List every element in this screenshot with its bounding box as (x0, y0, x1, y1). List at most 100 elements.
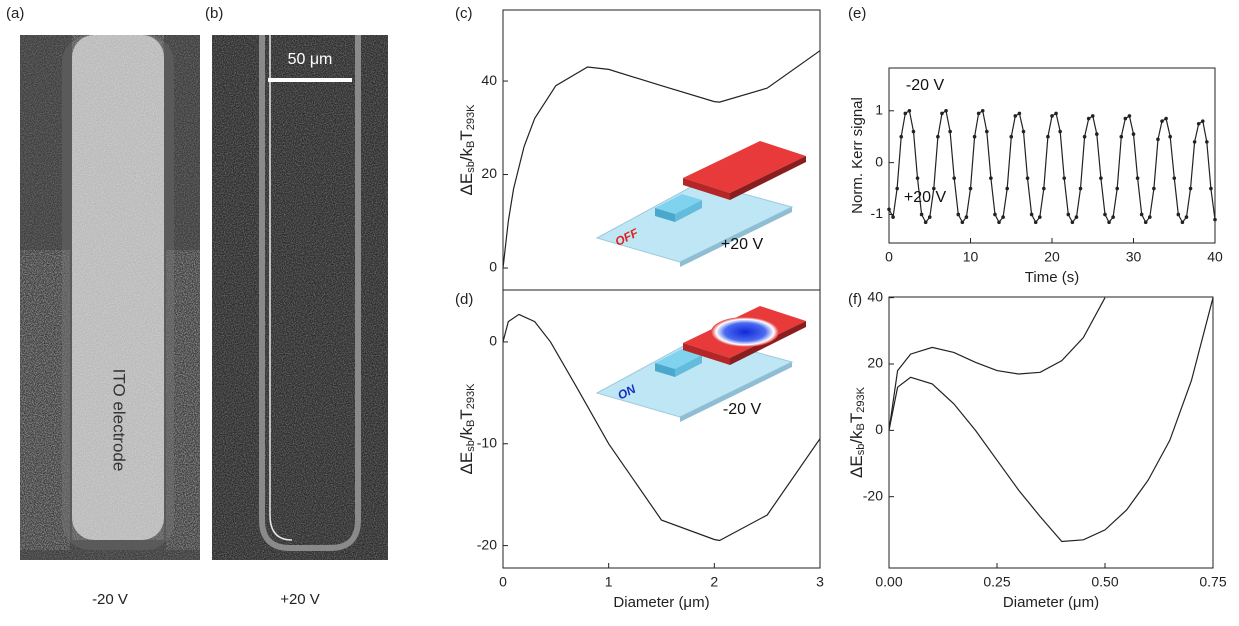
data-point (948, 129, 952, 134)
x-tick-label: 0 (499, 574, 507, 590)
data-point (1196, 121, 1201, 126)
data-point (1164, 116, 1168, 121)
y-tick-label: 20 (481, 165, 497, 181)
x-axis-label: Time (s) (1025, 269, 1079, 286)
x-tick-label: 0 (885, 249, 893, 265)
data-point (915, 176, 920, 180)
data-point (980, 108, 985, 113)
data-point (956, 212, 961, 217)
data-point (895, 186, 899, 191)
plot-frame (502, 289, 821, 569)
x-tick-label: 20 (1044, 249, 1060, 265)
data-point (1209, 186, 1213, 191)
x-tick-label: 0.75 (1199, 574, 1226, 590)
data-point (1200, 119, 1205, 123)
y-tick-label: 40 (867, 288, 883, 304)
data-point (997, 220, 1001, 225)
data-point (919, 212, 924, 217)
data-point (964, 215, 969, 219)
y-axis-label-part: 293K (465, 383, 477, 409)
data-point (1192, 140, 1197, 144)
y-axis-label-part: ΔE (457, 452, 476, 475)
data-point (1135, 176, 1140, 180)
data-point (1090, 114, 1095, 118)
y-axis-label-part: sb (465, 440, 477, 452)
y-axis-label-part: 293K (465, 104, 477, 130)
annotation: -20 V (723, 401, 762, 418)
y-axis-label-part: ΔE (847, 455, 866, 478)
data-point (1188, 186, 1193, 191)
x-tick-label: 2 (710, 574, 718, 590)
data-point (1050, 114, 1054, 118)
data-line (889, 297, 1213, 543)
y-axis-label-part: /k (847, 430, 866, 444)
scale-bar-label: 50 μm (288, 51, 333, 68)
data-point (1037, 215, 1042, 219)
y-axis-label-part: B (465, 141, 477, 148)
y-tick-label: -1 (871, 205, 884, 221)
data-point (1029, 212, 1034, 217)
data-point (1111, 215, 1115, 219)
data-point (940, 111, 944, 116)
data-line (889, 297, 1106, 431)
y-axis-label-part: T (457, 130, 476, 140)
data-point (1131, 132, 1136, 136)
plot-frame (888, 67, 1216, 244)
y-axis-label-part: /k (457, 426, 476, 440)
data-point (1033, 220, 1038, 225)
data-point (1143, 220, 1148, 225)
y-axis-label: ΔEsb/kBT293K (457, 104, 477, 196)
y-axis-label: Norm. Kerr signal (849, 97, 866, 214)
y-axis-label: ΔEsb/kBT293K (457, 383, 477, 475)
data-point (1021, 129, 1026, 134)
data-point (1062, 176, 1067, 180)
data-point (932, 186, 936, 191)
data-point (993, 212, 997, 217)
data-point (911, 129, 916, 134)
data-point (1042, 186, 1046, 191)
data-point (1205, 140, 1209, 144)
data-point (1168, 134, 1172, 139)
data-point (1074, 215, 1079, 219)
data-point (1123, 116, 1128, 121)
x-tick-label: 40 (1207, 249, 1223, 265)
y-axis-label-part: sb (465, 161, 477, 173)
y-tick-label: -10 (477, 434, 497, 450)
data-point (1070, 220, 1075, 225)
panel-label: (e) (848, 5, 866, 22)
x-axis-label: Diameter (μm) (1003, 594, 1099, 611)
data-point (1213, 217, 1217, 222)
data-point (1046, 134, 1050, 139)
data-point (989, 176, 993, 180)
y-tick-label: 1 (875, 101, 883, 117)
data-point (1078, 186, 1083, 191)
data-point (1119, 134, 1124, 139)
data-point (1017, 111, 1022, 116)
inset-on (595, 306, 806, 422)
panel-label: (c) (455, 5, 473, 22)
data-point (1099, 176, 1103, 180)
data-point (1176, 212, 1181, 217)
caption: +20 V (280, 591, 320, 608)
data-point (1184, 215, 1189, 219)
data-point (960, 220, 965, 225)
annotation: +20 V (904, 189, 947, 206)
y-axis-label-part: B (465, 420, 477, 427)
data-line (503, 50, 820, 269)
y-axis-label-part: T (847, 413, 866, 423)
y-tick-label: 0 (489, 333, 497, 349)
data-point (985, 129, 989, 134)
data-point (1058, 129, 1062, 134)
data-point (972, 134, 977, 139)
data-point (944, 108, 948, 113)
data-point (1086, 116, 1091, 121)
data-point (891, 215, 895, 219)
annotation: +20 V (721, 236, 764, 253)
y-axis-label-part: B (855, 423, 867, 430)
y-tick-label: 0 (489, 259, 497, 275)
data-point (1148, 215, 1152, 219)
x-tick-label: 30 (1126, 249, 1142, 265)
data-point (1025, 176, 1030, 180)
x-tick-label: 0.25 (983, 574, 1010, 590)
